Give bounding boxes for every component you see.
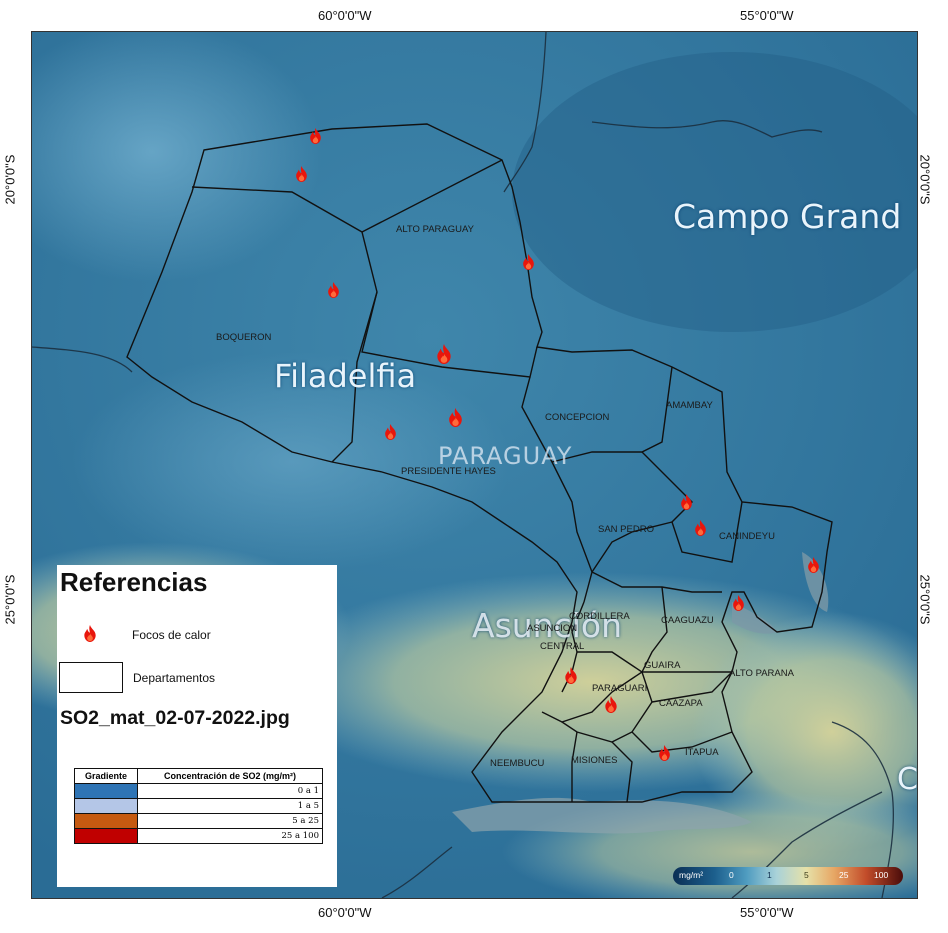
dept-label-asuncion: ASUNCION <box>527 623 578 634</box>
scale-tick: 5 <box>804 870 809 880</box>
lat-label-right-25: 25°0'0"S <box>917 574 933 625</box>
scale-tick: 25 <box>839 870 849 880</box>
dept-label-alto-parana: ALTO PARANA <box>729 668 794 679</box>
table-row: 1 a 5 <box>74 798 323 814</box>
concentration-range: 0 a 1 <box>137 783 323 799</box>
legend-image-name: SO2_mat_02-07-2022.jpg <box>60 707 290 729</box>
gradient-swatch <box>74 783 138 799</box>
lat-label-left-20: 20°0'0"S <box>2 154 18 205</box>
concentration-header: Concentración de SO2 (mg/m²) <box>137 768 323 784</box>
dept-label-concepcion: CONCEPCION <box>545 412 610 423</box>
lon-label-bottom-55: 55°0'0"W <box>740 905 794 920</box>
dept-label-alto-paraguay: ALTO PARAGUAY <box>396 224 474 235</box>
dept-label-presidente-hayes: PRESIDENTE HAYES <box>401 466 496 477</box>
lon-label-top-60: 60°0'0"W <box>318 8 372 23</box>
dept-label-amambay: AMAMBAY <box>666 400 713 411</box>
legend-dept-label: Departamentos <box>133 671 216 685</box>
dept-label-misiones: MISIONES <box>571 755 618 766</box>
scale-tick: 1 <box>767 870 772 880</box>
lon-label-top-55: 55°0'0"W <box>740 8 794 23</box>
dept-label-central: CENTRAL <box>540 641 585 652</box>
dept-label-paraguari: PARAGUARI <box>592 683 648 694</box>
scale-tick: 100 <box>874 870 889 880</box>
concentration-range: 1 a 5 <box>137 798 323 814</box>
dept-label-san-pedro: SAN PEDRO <box>598 524 654 535</box>
legend-panel: Referencias Focos de calor Departamentos… <box>57 565 337 887</box>
basemap-label-asuncion: Asunción <box>472 606 623 645</box>
gradient-swatch <box>74 813 138 829</box>
concentration-range: 25 a 100 <box>137 828 323 844</box>
lon-label-bottom-60: 60°0'0"W <box>318 905 372 920</box>
lat-label-right-20: 20°0'0"S <box>917 154 933 205</box>
basemap-label-edge-c: C <box>897 762 918 797</box>
concentration-range: 5 a 25 <box>137 813 323 829</box>
table-row: 5 a 25 <box>74 813 323 829</box>
dept-label-guaira: GUAIRA <box>644 660 681 671</box>
dept-label-itapua: ITAPUA <box>685 747 719 758</box>
legend-fire-label: Focos de calor <box>132 628 211 642</box>
legend-title: Referencias <box>60 567 208 597</box>
dept-label-caazapa: CAAZAPA <box>659 698 703 709</box>
scale-tick: 0 <box>729 870 734 880</box>
table-row: 0 a 1 <box>74 783 323 799</box>
basemap-label-campo-grande: Campo Grand <box>673 197 902 236</box>
gradient-swatch <box>74 798 138 814</box>
dept-label-canindeyu: CANINDEYU <box>719 531 775 542</box>
lat-label-left-25: 25°0'0"S <box>2 574 18 625</box>
dept-label-cordillera: CORDILLERA <box>569 611 630 622</box>
dept-label-caaguazu: CAAGUAZU <box>661 615 714 626</box>
dept-label-neembucu: NEEMBUCU <box>490 758 545 769</box>
scale-unit: mg/m² <box>679 870 704 880</box>
basemap-label-paraguay: PARAGUAY <box>438 442 573 470</box>
dept-label-boqueron: BOQUERON <box>216 332 272 343</box>
so2-color-scale: mg/m² 0 1 5 25 100 <box>673 867 903 885</box>
fire-icon <box>84 625 96 642</box>
gradient-table: Gradiente Concentración de SO2 (mg/m²) 0… <box>74 768 323 844</box>
table-row: 25 a 100 <box>74 828 323 844</box>
gradient-swatch <box>74 828 138 844</box>
gradient-header: Gradiente <box>74 768 138 784</box>
department-outline-swatch <box>59 662 123 693</box>
basemap-label-filadelfia: Filadelfia <box>274 357 417 395</box>
